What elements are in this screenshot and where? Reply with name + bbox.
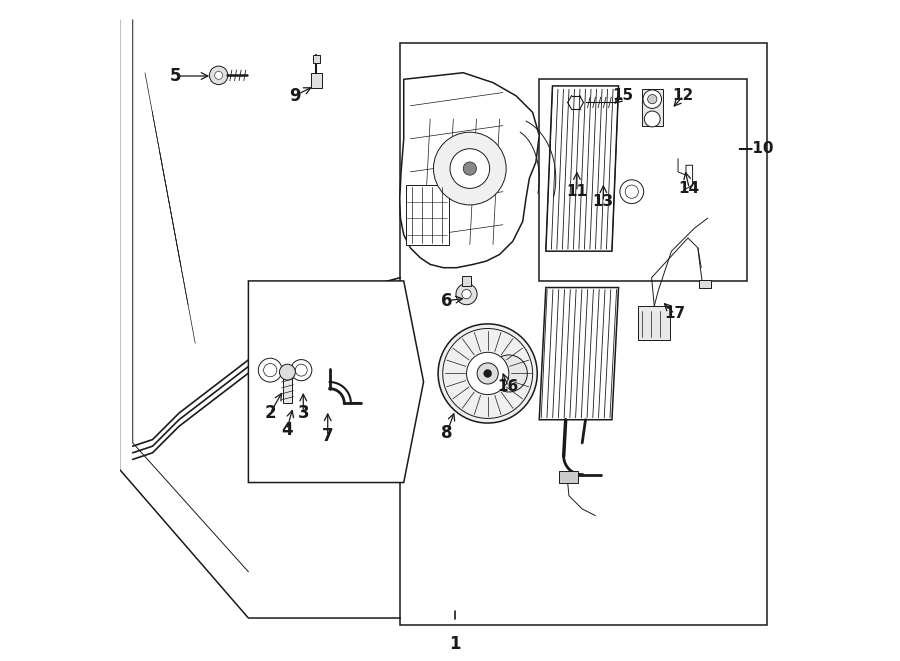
Circle shape: [466, 352, 508, 395]
Circle shape: [648, 95, 657, 104]
Polygon shape: [248, 281, 424, 483]
Text: 7: 7: [322, 427, 334, 446]
Text: 13: 13: [593, 194, 614, 209]
Text: 12: 12: [672, 89, 694, 103]
Text: 1: 1: [449, 635, 461, 654]
Circle shape: [210, 66, 228, 85]
Bar: [559, 471, 578, 483]
Text: 4: 4: [281, 420, 292, 439]
Circle shape: [620, 180, 643, 204]
Circle shape: [264, 364, 277, 377]
Bar: [699, 280, 711, 288]
Text: 2: 2: [265, 404, 276, 422]
Text: 8: 8: [441, 424, 453, 442]
Bar: [313, 55, 320, 63]
Circle shape: [434, 132, 506, 205]
Polygon shape: [400, 73, 539, 268]
Text: 6: 6: [441, 292, 453, 310]
Text: —10: —10: [737, 141, 774, 156]
Bar: [638, 306, 670, 340]
Text: 5: 5: [170, 67, 182, 85]
Circle shape: [626, 185, 638, 198]
Bar: [539, 79, 747, 281]
Text: 15: 15: [613, 89, 634, 103]
Circle shape: [477, 363, 499, 384]
Circle shape: [643, 90, 662, 108]
Circle shape: [215, 71, 222, 79]
Text: 11: 11: [566, 184, 588, 199]
Circle shape: [295, 364, 307, 376]
Bar: [283, 373, 292, 403]
Circle shape: [258, 358, 282, 382]
Polygon shape: [545, 86, 618, 251]
Circle shape: [491, 355, 527, 392]
Circle shape: [280, 364, 295, 380]
Circle shape: [464, 162, 476, 175]
Text: 17: 17: [664, 307, 685, 321]
Circle shape: [450, 149, 490, 188]
Text: 3: 3: [297, 404, 309, 422]
Bar: [406, 185, 449, 245]
Text: 14: 14: [679, 181, 700, 196]
Circle shape: [438, 324, 537, 423]
Text: 9: 9: [289, 87, 301, 105]
Bar: [400, 43, 768, 625]
Circle shape: [291, 360, 312, 381]
Text: 16: 16: [498, 379, 518, 394]
Circle shape: [644, 111, 661, 127]
Circle shape: [462, 290, 472, 299]
Polygon shape: [539, 288, 618, 420]
Bar: [642, 89, 662, 126]
Circle shape: [456, 284, 477, 305]
Bar: [462, 276, 472, 286]
Bar: [310, 73, 322, 88]
Circle shape: [483, 369, 491, 377]
